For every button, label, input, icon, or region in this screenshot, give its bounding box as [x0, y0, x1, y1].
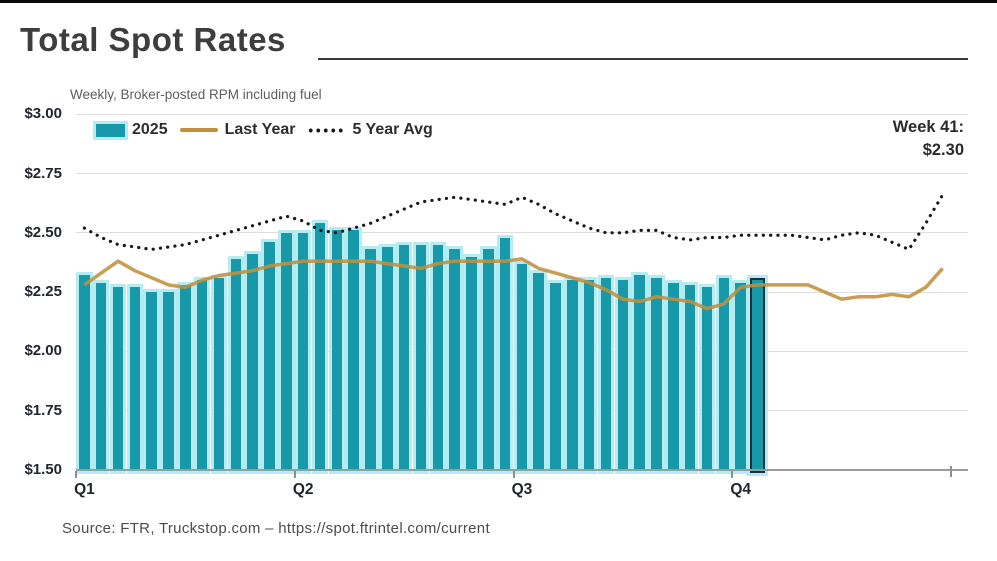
bar-week-32[interactable]: [600, 277, 612, 471]
bar-week-16[interactable]: [331, 230, 343, 471]
bar-week-18[interactable]: [365, 249, 376, 471]
five-year-avg-dotted-line: [82, 193, 945, 251]
bar-week-25[interactable]: [483, 249, 494, 471]
dotted-line-swatch-icon: [307, 127, 346, 133]
bar-week-37[interactable]: [684, 284, 696, 471]
y-axis-label: $3.00: [24, 105, 62, 123]
y-axis-label: $1.75: [24, 401, 62, 419]
bar-week-14[interactable]: [297, 232, 309, 471]
x-axis-label-q4: Q4: [730, 480, 751, 498]
bar-week-12[interactable]: [264, 242, 275, 471]
bar-week-8[interactable]: [196, 280, 208, 471]
title-underline: [318, 58, 968, 60]
y-axis-label: $2.75: [24, 164, 62, 182]
bar-week-1[interactable]: [79, 275, 90, 471]
bar-week-11[interactable]: [247, 254, 258, 471]
y-axis-label: $2.50: [24, 223, 62, 241]
week-annotation-week: Week 41:: [892, 118, 964, 136]
x-axis-tick: [731, 470, 734, 478]
legend-label-last-year: Last Year: [224, 121, 296, 138]
bar-week-10[interactable]: [230, 258, 242, 471]
bar-week-17[interactable]: [348, 230, 359, 471]
bar-week-13[interactable]: [281, 232, 292, 471]
x-axis-line: [76, 469, 968, 472]
bar-week-9[interactable]: [213, 277, 225, 471]
chart-subtitle: Weekly, Broker-posted RPM including fuel: [70, 87, 322, 102]
source-note: Source: FTR, Truckstop.com – https://spo…: [62, 520, 490, 537]
gridline-3.00: [76, 113, 968, 115]
legend-item-2025[interactable]: 2025: [96, 121, 168, 139]
y-axis-label: $2.25: [24, 283, 62, 301]
bar-week-39[interactable]: [718, 277, 730, 471]
page-title: Total Spot Rates: [20, 21, 286, 58]
bar-week-26[interactable]: [499, 237, 511, 471]
week-annotation: Week 41: $2.30: [893, 116, 964, 162]
x-axis-tick: [512, 470, 515, 478]
bar-week-6[interactable]: [163, 292, 174, 471]
line-swatch-icon: [179, 128, 218, 132]
gridline-2.75: [76, 173, 968, 175]
bar-week-40[interactable]: [735, 282, 746, 471]
x-axis-tick: [950, 465, 952, 477]
bar-week-34[interactable]: [634, 275, 645, 471]
bar-swatch-icon: [96, 123, 125, 137]
bar-week-3[interactable]: [112, 287, 124, 471]
x-axis-tick: [75, 470, 77, 478]
bar-week-22[interactable]: [432, 244, 444, 471]
bar-week-4[interactable]: [129, 287, 141, 471]
x-axis-label-q1: Q1: [74, 480, 95, 498]
bar-week-5[interactable]: [146, 292, 157, 471]
gridline-2.50: [76, 232, 968, 234]
bar-week-28[interactable]: [533, 273, 544, 471]
bar-week-15[interactable]: [314, 223, 326, 471]
bar-week-29[interactable]: [550, 282, 561, 471]
plot-area: $3.00 $2.75 $2.50 $2.25 $2.00 $1.75 $1.50 Q1 Q2 Q…: [0, 3, 997, 561]
bar-week-20[interactable]: [398, 244, 410, 471]
bar-week-35[interactable]: [651, 277, 662, 471]
bar-week-2[interactable]: [95, 282, 107, 471]
legend-item-last-year[interactable]: Last Year: [179, 121, 296, 139]
bar-week-41-highlighted[interactable]: [750, 278, 765, 473]
bar-week-23[interactable]: [449, 249, 460, 471]
bar-week-38[interactable]: [701, 287, 713, 471]
week-annotation-value: $2.30: [922, 141, 964, 159]
bar-week-33[interactable]: [617, 280, 629, 471]
x-axis-label-q3: Q3: [511, 480, 533, 498]
y-axis-label: $2.00: [24, 342, 62, 360]
legend-label-2025: 2025: [132, 121, 168, 138]
bar-week-24[interactable]: [466, 256, 477, 471]
line-series-overlay: [82, 193, 945, 311]
chart-legend: 2025 Last Year 5 Year Avg: [96, 121, 445, 139]
x-axis-label-q2: Q2: [292, 480, 314, 498]
legend-label-5-year-avg: 5 Year Avg: [352, 121, 433, 138]
x-axis-tick: [293, 470, 296, 478]
bar-week-31[interactable]: [583, 280, 595, 471]
bar-week-21[interactable]: [415, 244, 427, 471]
bar-week-30[interactable]: [567, 280, 578, 471]
bar-week-27[interactable]: [516, 263, 528, 471]
bar-week-36[interactable]: [668, 282, 679, 471]
y-axis-label: $1.50: [24, 460, 62, 478]
bar-week-19[interactable]: [382, 247, 393, 471]
legend-item-5-year-avg[interactable]: 5 Year Avg: [307, 121, 433, 139]
bar-week-7[interactable]: [180, 284, 191, 471]
